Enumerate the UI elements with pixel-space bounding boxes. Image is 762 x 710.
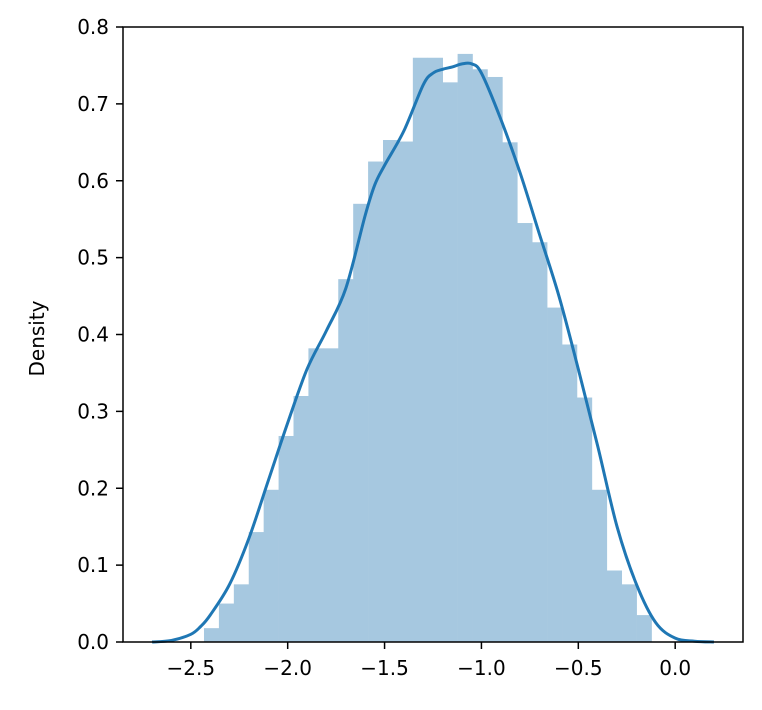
histogram-bar — [517, 223, 533, 642]
histogram-bar — [203, 628, 220, 642]
histogram-bar — [636, 615, 652, 642]
y-tick-label: 0.7 — [77, 92, 109, 116]
histogram-bar — [562, 344, 578, 642]
y-tick-label: 0.8 — [77, 15, 109, 39]
histogram-bar — [338, 279, 354, 642]
histogram-bar — [248, 532, 264, 642]
histogram-bar — [472, 69, 488, 642]
histogram-bar — [397, 141, 414, 642]
histogram-bar — [278, 435, 294, 642]
y-tick-label: 0.0 — [77, 630, 109, 654]
histogram-bar — [368, 161, 384, 642]
histogram-bar — [502, 142, 518, 642]
histogram-bar — [323, 348, 339, 642]
y-axis-label: Density — [25, 300, 49, 376]
histogram-bar — [263, 489, 279, 642]
x-tick-label: −1.0 — [457, 656, 506, 680]
y-tick-label: 0.2 — [77, 476, 109, 500]
histogram-bar — [383, 140, 399, 642]
histogram-bar — [427, 57, 443, 642]
histogram-bars — [203, 53, 652, 643]
histogram-bar — [487, 76, 503, 642]
y-tick-label: 0.3 — [77, 399, 109, 423]
histogram-bar — [457, 53, 473, 642]
y-tick-label: 0.6 — [77, 169, 109, 193]
histogram-bar — [442, 82, 458, 643]
x-tick-label: 0.0 — [659, 656, 691, 680]
x-tick-label: −1.5 — [360, 656, 409, 680]
x-tick-label: −2.0 — [263, 656, 312, 680]
y-tick-label: 0.4 — [77, 323, 109, 347]
histogram-bar — [218, 603, 235, 642]
histogram-bar — [353, 203, 369, 642]
histogram-bar — [412, 57, 429, 642]
histogram-bar — [621, 584, 637, 642]
y-axis: 0.0 0.1 0.2 0.3 0.4 0.5 0.6 0.7 0.8 — [77, 15, 123, 654]
histogram-bar — [576, 397, 593, 642]
y-tick-label: 0.5 — [77, 246, 109, 270]
histogram-bar — [308, 348, 324, 642]
histogram-bar — [591, 489, 608, 642]
histogram-bar — [293, 396, 309, 642]
y-tick-label: 0.1 — [77, 553, 109, 577]
x-tick-label: −2.5 — [167, 656, 216, 680]
x-tick-label: −0.5 — [554, 656, 603, 680]
histogram-bar — [606, 570, 623, 642]
x-axis: −2.5 −2.0 −1.5 −1.0 −0.5 0.0 — [167, 642, 691, 680]
histogram-bar — [547, 307, 563, 642]
kde-curve — [151, 61, 714, 644]
histogram-bar — [532, 242, 548, 642]
histogram-bar — [233, 584, 250, 642]
